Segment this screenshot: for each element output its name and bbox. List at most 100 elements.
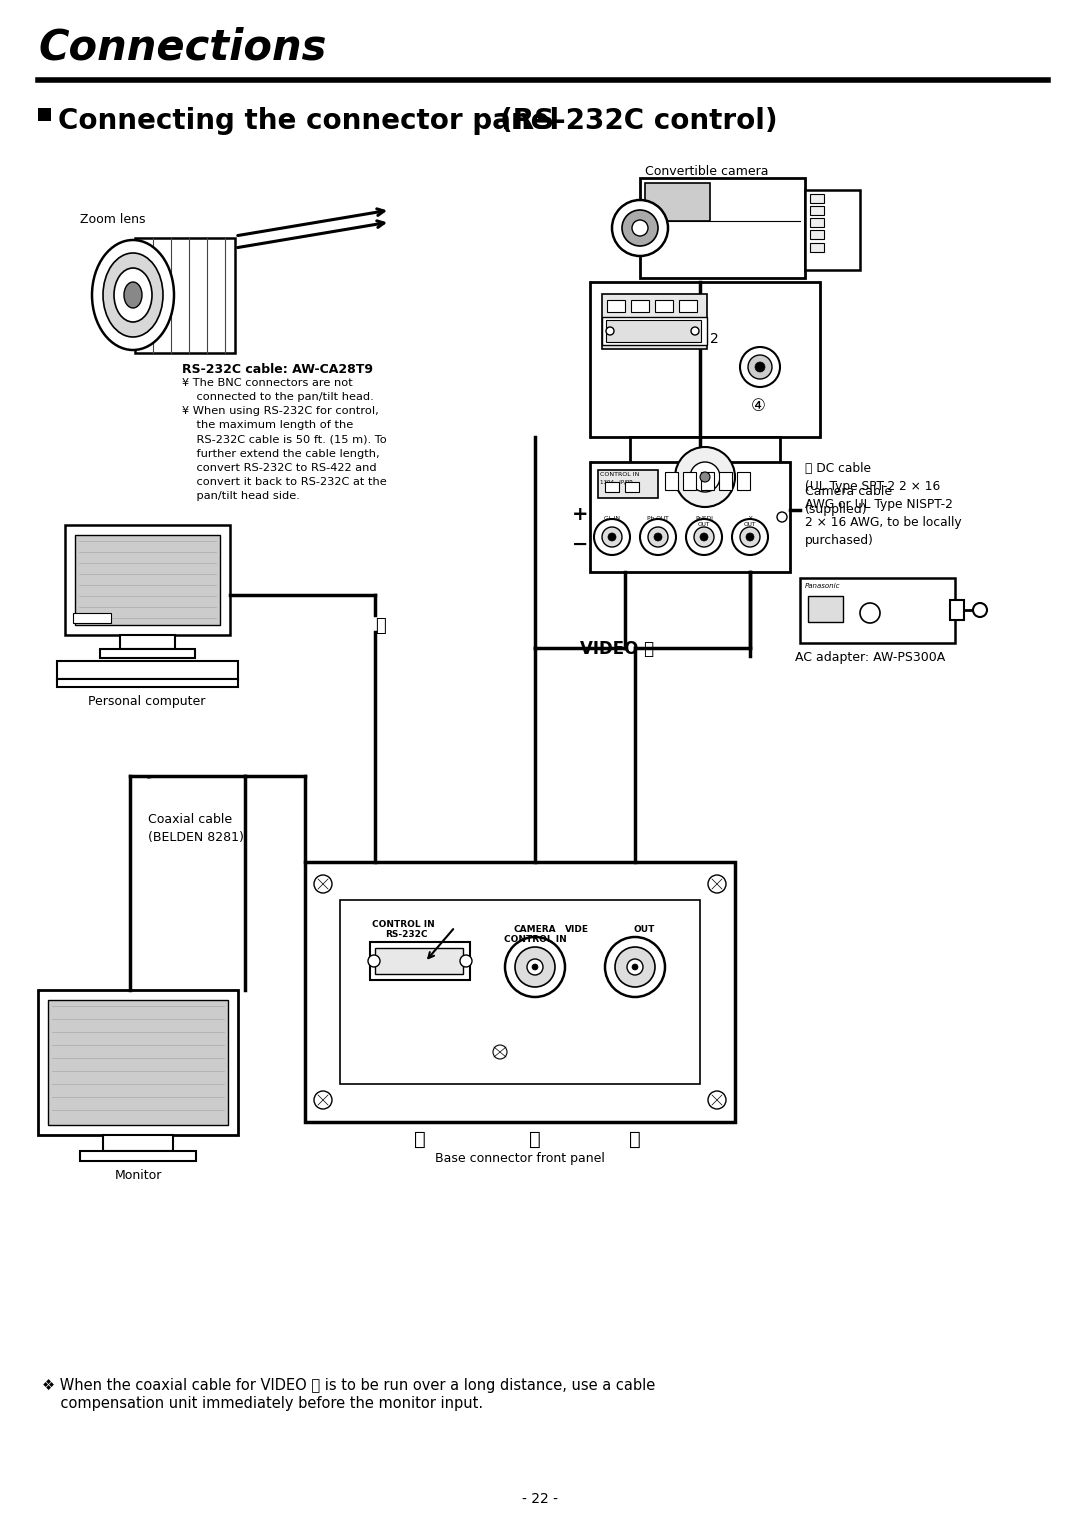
Text: CONTROL IN: CONTROL IN	[503, 936, 566, 943]
Text: OUT: OUT	[698, 521, 711, 528]
Ellipse shape	[114, 268, 152, 323]
Text: - 22 -: - 22 -	[522, 1492, 558, 1506]
Circle shape	[708, 1092, 726, 1109]
Bar	[679, 300, 697, 312]
Text: OUT: OUT	[744, 521, 756, 528]
Text: OUT: OUT	[633, 925, 654, 934]
Circle shape	[505, 937, 565, 997]
Bar	[805, 190, 860, 271]
Circle shape	[460, 956, 472, 966]
Bar	[75, 535, 220, 625]
Text: ⓪: ⓪	[414, 1130, 426, 1148]
Circle shape	[860, 602, 880, 622]
Text: ④: ④	[751, 398, 766, 414]
Text: Zoom lens: Zoom lens	[80, 213, 146, 226]
Circle shape	[777, 512, 787, 521]
Bar	[625, 482, 639, 492]
Bar	[719, 472, 732, 489]
Circle shape	[632, 220, 648, 235]
Text: RS-232C cable: AW-CA28T9: RS-232C cable: AW-CA28T9	[183, 362, 373, 376]
Circle shape	[700, 534, 708, 541]
Circle shape	[732, 518, 768, 555]
Text: Camera cable
(supplied): Camera cable (supplied)	[805, 485, 892, 515]
Bar	[375, 948, 463, 974]
Text: Base connector front panel: Base connector front panel	[435, 1151, 605, 1165]
Bar	[701, 472, 714, 489]
Circle shape	[740, 347, 780, 387]
Circle shape	[532, 963, 538, 969]
Text: Connections: Connections	[38, 26, 326, 67]
Text: AC adapter: AW-PS300A: AC adapter: AW-PS300A	[795, 651, 945, 664]
Text: Y: Y	[748, 515, 752, 521]
Bar	[305, 862, 735, 1122]
Text: CONTROL IN: CONTROL IN	[372, 920, 435, 930]
Bar	[606, 320, 701, 342]
Text: Panasonic: Panasonic	[805, 583, 840, 589]
Bar	[810, 206, 824, 216]
Circle shape	[694, 528, 714, 547]
Bar	[48, 1000, 228, 1125]
Circle shape	[608, 534, 616, 541]
Circle shape	[690, 462, 720, 492]
Bar	[640, 177, 805, 278]
Bar	[602, 317, 707, 346]
Text: +: +	[571, 505, 589, 524]
Circle shape	[606, 327, 615, 335]
Bar	[631, 300, 649, 312]
Bar	[57, 679, 238, 687]
Circle shape	[492, 1044, 507, 1060]
Text: (RS-232C control): (RS-232C control)	[500, 107, 778, 135]
Bar	[630, 437, 780, 517]
Text: CAMERA: CAMERA	[514, 925, 556, 934]
Bar	[602, 294, 707, 349]
Bar	[590, 281, 820, 437]
Circle shape	[368, 956, 380, 966]
Text: 1394   IP/PP: 1394 IP/PP	[600, 479, 633, 485]
Bar	[810, 194, 824, 203]
Text: Connecting the connector panel: Connecting the connector panel	[58, 107, 559, 135]
Text: Pb OUT: Pb OUT	[647, 515, 669, 521]
Text: Convertible camera: Convertible camera	[645, 165, 769, 177]
Text: Personal computer: Personal computer	[89, 696, 205, 708]
Circle shape	[648, 528, 669, 547]
Bar	[103, 1135, 173, 1151]
Bar	[38, 989, 238, 1135]
Circle shape	[675, 446, 735, 508]
Text: ¥ The BNC connectors are not
    connected to the pan/tilt head.
¥ When using RS: ¥ The BNC connectors are not connected t…	[183, 378, 387, 502]
Text: VIDE: VIDE	[565, 925, 589, 934]
Bar	[135, 239, 235, 353]
Bar	[665, 472, 678, 489]
Bar	[38, 109, 51, 121]
Circle shape	[314, 875, 332, 893]
Ellipse shape	[124, 281, 141, 307]
Circle shape	[755, 362, 765, 372]
Bar	[65, 524, 230, 635]
Text: Monitor: Monitor	[114, 1170, 162, 1182]
Circle shape	[594, 518, 630, 555]
Circle shape	[740, 528, 760, 547]
Text: ⒩: ⒩	[529, 1130, 541, 1148]
Text: ❖ When the coaxial cable for VIDEO ⒨ is to be run over a long distance, use a ca: ❖ When the coaxial cable for VIDEO ⒨ is …	[42, 1378, 656, 1393]
Circle shape	[640, 518, 676, 555]
Text: RS-232C: RS-232C	[384, 930, 428, 939]
Bar	[683, 472, 696, 489]
Bar	[57, 661, 238, 679]
Text: compensation unit immediately before the monitor input.: compensation unit immediately before the…	[42, 1396, 483, 1411]
Bar	[810, 229, 824, 239]
Circle shape	[700, 472, 710, 482]
Circle shape	[527, 959, 543, 976]
Bar	[607, 300, 625, 312]
Circle shape	[654, 534, 662, 541]
Bar	[598, 469, 658, 498]
Circle shape	[686, 518, 723, 555]
Bar	[370, 942, 470, 980]
Text: Pr/SDI: Pr/SDI	[696, 515, 713, 521]
Circle shape	[632, 963, 638, 969]
Text: 2: 2	[710, 332, 719, 346]
Ellipse shape	[103, 252, 163, 336]
Circle shape	[605, 937, 665, 997]
Bar	[810, 243, 824, 252]
Text: Coaxial cable
(BELDEN 8281): Coaxial cable (BELDEN 8281)	[148, 813, 244, 844]
Circle shape	[746, 534, 754, 541]
Circle shape	[314, 1092, 332, 1109]
